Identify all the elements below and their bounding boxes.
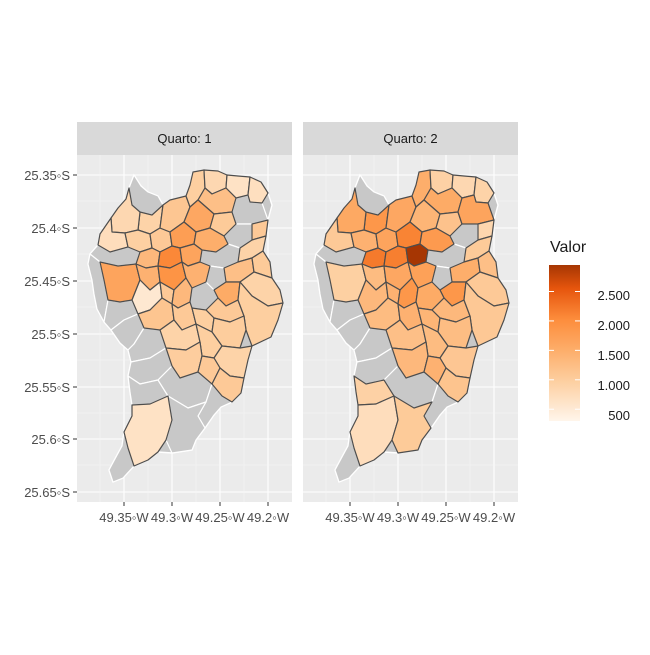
strip-background bbox=[77, 122, 292, 155]
strip-background bbox=[303, 122, 518, 155]
panel-1: Quarto: 1 bbox=[77, 122, 292, 502]
legend-title: Valor bbox=[550, 239, 587, 256]
district bbox=[209, 211, 237, 237]
choropleth-regions bbox=[313, 169, 510, 483]
district bbox=[247, 176, 269, 204]
legend-label: 500 bbox=[608, 408, 630, 423]
district bbox=[349, 395, 399, 467]
y-tick-label: 25.35◦S bbox=[24, 168, 70, 183]
y-tick-label: 25.45◦S bbox=[24, 274, 70, 289]
panel-2: Quarto: 2 bbox=[303, 122, 518, 502]
strip-label: Quarto: 2 bbox=[383, 131, 437, 146]
y-axis: 25.35◦S 25.4◦S 25.45◦S 25.5◦S 25.55◦S 25… bbox=[24, 168, 77, 500]
legend-label: 1.500 bbox=[597, 348, 630, 363]
legend-colorbar bbox=[549, 265, 580, 421]
y-tick-label: 25.6◦S bbox=[31, 432, 70, 447]
x-tick-label: 49.35◦W bbox=[325, 510, 375, 525]
district bbox=[437, 367, 471, 403]
district bbox=[435, 211, 463, 237]
x-tick-label: 49.3◦W bbox=[151, 510, 194, 525]
district bbox=[391, 395, 433, 454]
legend-label: 2.000 bbox=[597, 318, 630, 333]
x-tick-label: 49.25◦W bbox=[421, 510, 471, 525]
x-axis-panel-2: 49.35◦W 49.3◦W 49.25◦W 49.2◦W bbox=[325, 502, 516, 525]
x-tick-label: 49.2◦W bbox=[247, 510, 290, 525]
district bbox=[323, 217, 355, 253]
strip-label: Quarto: 1 bbox=[157, 131, 211, 146]
y-tick-label: 25.55◦S bbox=[24, 380, 70, 395]
legend: Valor 2.500 2.000 1.500 1.000 500 bbox=[549, 239, 630, 423]
district bbox=[477, 250, 499, 279]
x-tick-label: 49.3◦W bbox=[377, 510, 420, 525]
district bbox=[97, 217, 129, 253]
x-tick-label: 49.35◦W bbox=[99, 510, 149, 525]
choropleth-regions bbox=[87, 169, 284, 483]
legend-label: 2.500 bbox=[597, 288, 630, 303]
legend-label: 1.000 bbox=[597, 378, 630, 393]
x-tick-label: 49.25◦W bbox=[195, 510, 245, 525]
district bbox=[251, 250, 273, 279]
y-tick-label: 25.5◦S bbox=[31, 327, 70, 342]
x-axis-panel-1: 49.35◦W 49.3◦W 49.25◦W 49.2◦W bbox=[99, 502, 290, 525]
district bbox=[123, 395, 173, 467]
district bbox=[211, 367, 245, 403]
x-tick-label: 49.2◦W bbox=[473, 510, 516, 525]
y-tick-label: 25.65◦S bbox=[24, 485, 70, 500]
legend-ticks bbox=[549, 290, 580, 410]
y-tick-label: 25.4◦S bbox=[31, 221, 70, 236]
